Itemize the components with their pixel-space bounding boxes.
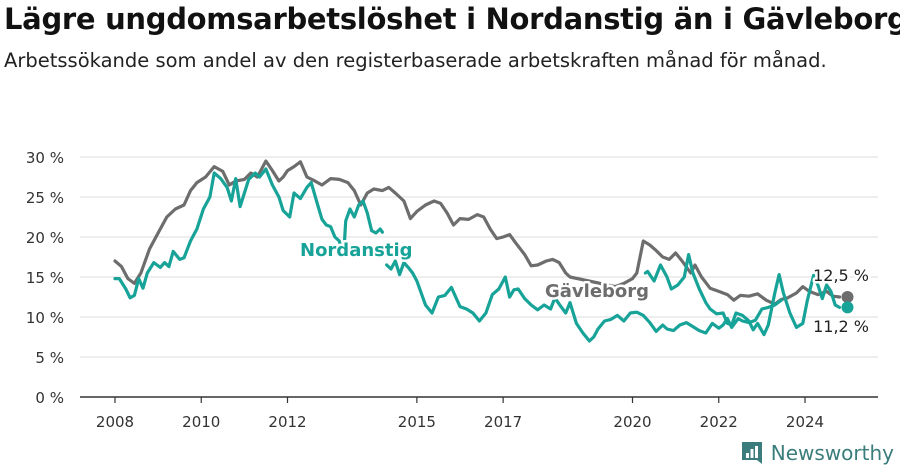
end-value-nordanstig: 11,2 % — [813, 317, 869, 336]
series-label-nordanstig-halo: Nordanstig — [300, 240, 413, 261]
x-tick-label: 2017 — [484, 413, 522, 431]
series-labels: NordanstigNordanstigGävleborgGävleborg12… — [298, 238, 872, 339]
chart-subtitle: Arbetssökande som andel av den registerb… — [4, 49, 827, 72]
x-tick-label: 2024 — [786, 413, 824, 431]
x-tick-label: 2015 — [398, 413, 436, 431]
y-tick-label: 10 % — [26, 309, 64, 327]
x-tick-label: 2020 — [613, 413, 651, 431]
newsworthy-logo-icon — [741, 442, 762, 464]
brand-logo: Newsworthy — [739, 440, 894, 466]
y-tick-label: 15 % — [26, 269, 64, 287]
series-label-gavleborg: Gävleborg — [545, 281, 649, 302]
x-tick-label: 2022 — [700, 413, 738, 431]
series-line-nordanstig — [385, 259, 783, 343]
y-tick-label: 0 % — [35, 389, 64, 407]
x-tick-label: 2008 — [96, 413, 134, 431]
y-tick-label: 25 % — [26, 189, 64, 207]
series-lines — [113, 159, 854, 343]
series-line-nordanstig — [113, 167, 384, 300]
x-tick-label: 2012 — [268, 413, 306, 431]
series-label-gavleborg-halo: Gävleborg — [545, 281, 649, 302]
end-value-nordanstig-halo: 11,2 % — [813, 317, 869, 336]
x-tick-label: 2010 — [182, 413, 220, 431]
chart-title: Lägre ungdomsarbetslöshet i Nordanstig ä… — [4, 2, 900, 36]
y-tick-label: 5 % — [35, 349, 64, 367]
grid-lines — [80, 156, 878, 398]
brand-name: Newsworthy — [770, 441, 894, 465]
series-label-nordanstig: Nordanstig — [300, 240, 413, 261]
series-line-nordanstig — [643, 253, 842, 337]
end-value-gavleborg: 12,5 % — [813, 266, 869, 285]
end-value-gavleborg-halo: 12,5 % — [813, 266, 869, 285]
endpoint-nordanstig — [841, 301, 854, 314]
x-axis: 2008 2010 2012 2015 2017 2020 2022 2024 — [96, 397, 824, 431]
y-axis-ticks: 0 % 5 % 10 % 15 % 20 % 25 % 30 % — [26, 149, 64, 407]
endpoint-gavleborg — [841, 291, 854, 303]
y-tick-label: 20 % — [26, 229, 64, 247]
y-tick-label: 30 % — [26, 149, 64, 167]
